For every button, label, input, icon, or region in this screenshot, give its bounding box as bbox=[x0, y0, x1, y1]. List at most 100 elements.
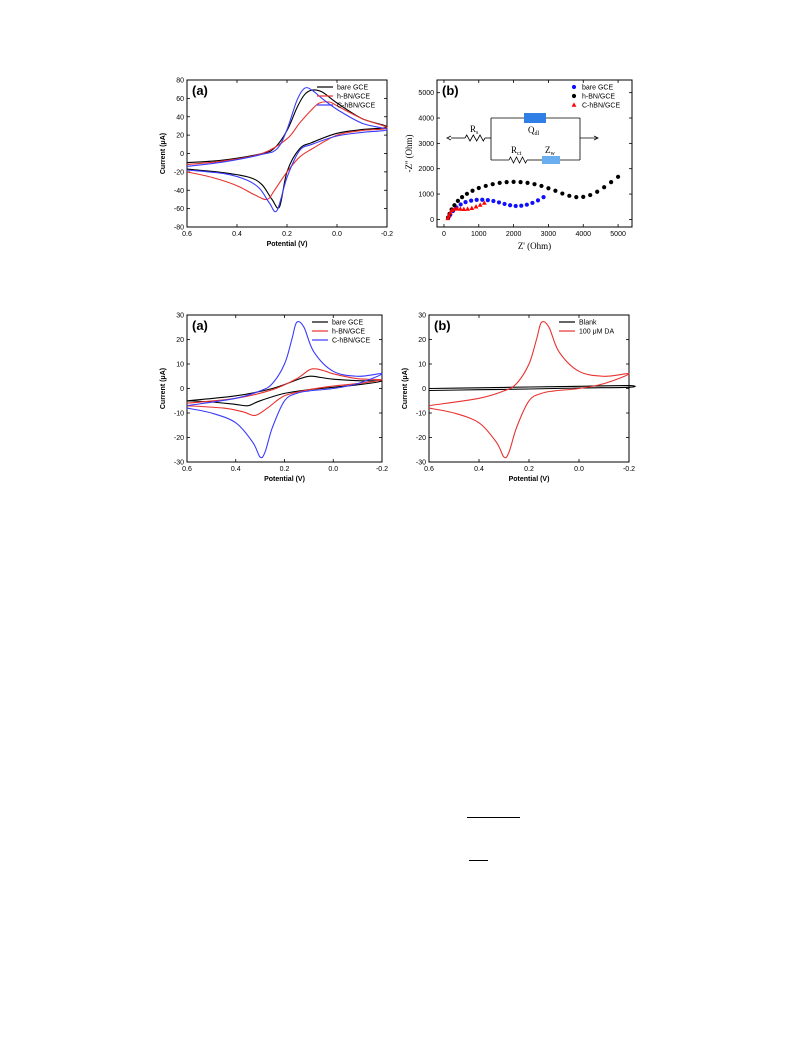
y-tick-label: 60 bbox=[176, 96, 184, 103]
data-point-0 bbox=[485, 198, 490, 203]
data-point-1 bbox=[511, 179, 516, 184]
y-tick-label: 0 bbox=[422, 386, 426, 393]
legend-label: h-BN/GCE bbox=[332, 329, 365, 336]
x-tick-label: 2000 bbox=[506, 231, 522, 238]
label-zw: Zw bbox=[545, 145, 556, 157]
legend-label: bare GCE bbox=[332, 320, 363, 327]
x-tick-label: 0.6 bbox=[182, 231, 192, 238]
data-point-0 bbox=[469, 198, 474, 203]
y-tick-label: 0 bbox=[180, 151, 184, 158]
panel-label: (a) bbox=[192, 318, 208, 333]
data-point-1 bbox=[459, 194, 465, 200]
data-point-2 bbox=[469, 205, 475, 211]
y-tick-label: 20 bbox=[176, 337, 184, 344]
data-point-2 bbox=[473, 204, 479, 209]
chart-f2a: 0.6 0.4 0.2 0.0 -0.2 -30 -20 -10 0 10 20 30 Potentia… bbox=[160, 313, 388, 484]
x-tick-label: 0.2 bbox=[282, 231, 292, 238]
x-axis-label: Z' (Ohm) bbox=[518, 241, 551, 251]
y-tick-label: -40 bbox=[174, 188, 184, 195]
y-tick-label: 10 bbox=[418, 362, 426, 369]
legend-label: h-BN/GCE bbox=[337, 94, 370, 101]
x-tick-label: 0.6 bbox=[182, 466, 192, 473]
series-line-1 bbox=[186, 101, 388, 201]
x-tick-label: 0.0 bbox=[574, 466, 584, 473]
x-tick-label: -0.2 bbox=[623, 466, 635, 473]
y-tick-label: 1000 bbox=[418, 192, 434, 199]
x-tick-label: 0.4 bbox=[231, 466, 241, 473]
y-tick-label: 4000 bbox=[418, 116, 434, 123]
data-point-0 bbox=[491, 198, 496, 204]
legend-label: bare GCE bbox=[582, 85, 613, 92]
data-point-0 bbox=[513, 203, 518, 209]
data-point-1 bbox=[609, 180, 614, 185]
x-tick-label: 0.0 bbox=[328, 466, 338, 473]
data-point-0 bbox=[519, 203, 524, 208]
series-line-2 bbox=[186, 321, 383, 459]
x-tick-label: -0.2 bbox=[376, 466, 388, 473]
x-tick-label: 5000 bbox=[610, 231, 626, 238]
legend-label: C-hBN/GCE bbox=[332, 338, 370, 345]
x-tick-label: 1000 bbox=[471, 231, 487, 238]
y-tick-label: 2000 bbox=[418, 166, 434, 173]
cpe-element bbox=[524, 113, 546, 123]
figure-1: 0.6 0.4 0.2 0.0 -0.2 -80 -60 -40 -20 0 20 40 60 80 Pot… bbox=[160, 78, 633, 251]
data-point-1 bbox=[532, 182, 537, 187]
series-line-2 bbox=[186, 87, 388, 213]
y-tick-label: 30 bbox=[176, 313, 184, 320]
fraction-bar-2 bbox=[469, 860, 488, 861]
legend-label: C-hBN/GCE bbox=[337, 103, 375, 110]
y-tick-label: -20 bbox=[174, 435, 184, 442]
y-tick-label: 5000 bbox=[418, 90, 434, 97]
y-axis-label: Current (μA) bbox=[160, 133, 167, 174]
circuit-arrow bbox=[593, 135, 599, 141]
y-axis-label: -Z'' (Ohm) bbox=[404, 135, 414, 173]
legend-label: h-BN/GCE bbox=[582, 94, 615, 101]
data-point-1 bbox=[588, 192, 593, 198]
data-point-0 bbox=[463, 200, 468, 205]
data-point-2 bbox=[481, 200, 487, 205]
y-tick-label: -30 bbox=[174, 460, 184, 467]
data-point-0 bbox=[480, 197, 485, 202]
data-point-1 bbox=[560, 191, 565, 196]
data-point-1 bbox=[504, 180, 509, 185]
y-axis-label: Current (μA) bbox=[402, 368, 409, 409]
legend-label: 100 μM DA bbox=[579, 329, 614, 336]
data-point-1 bbox=[539, 183, 544, 189]
resistor-symbol bbox=[508, 156, 528, 164]
y-tick-label: -20 bbox=[416, 435, 426, 442]
y-tick-label: -10 bbox=[174, 411, 184, 418]
y-tick-label: 20 bbox=[418, 337, 426, 344]
x-axis-label: Potential (V) bbox=[509, 476, 550, 483]
data-point-2 bbox=[461, 206, 467, 212]
data-point-1 bbox=[602, 185, 607, 190]
data-point-0 bbox=[474, 197, 479, 202]
series-line-0 bbox=[186, 89, 388, 209]
y-tick-label: -30 bbox=[416, 460, 426, 467]
data-point-1 bbox=[455, 198, 460, 203]
data-point-1 bbox=[452, 203, 457, 208]
y-tick-label: 10 bbox=[176, 362, 184, 369]
x-tick-label: 0.4 bbox=[474, 466, 484, 473]
x-tick-label: 0.2 bbox=[280, 466, 290, 473]
x-tick-label: 0.2 bbox=[524, 466, 534, 473]
data-point-2 bbox=[477, 202, 483, 207]
data-point-2 bbox=[446, 213, 452, 218]
equivalent-circuit: Rs Qdl Rct Zw bbox=[446, 113, 599, 164]
label-rct: Rct bbox=[511, 145, 522, 157]
data-point-1 bbox=[518, 180, 523, 185]
x-tick-label: 3000 bbox=[541, 231, 557, 238]
plot-frame bbox=[436, 79, 633, 228]
y-tick-label: 20 bbox=[176, 133, 184, 140]
data-point-1 bbox=[525, 180, 530, 185]
data-point-0 bbox=[530, 200, 535, 206]
y-axis-label: Current (μA) bbox=[160, 368, 167, 409]
panel-label: (b) bbox=[442, 83, 459, 98]
data-point-2 bbox=[445, 215, 451, 221]
data-point-1 bbox=[483, 183, 488, 189]
x-tick-label: 0.4 bbox=[232, 231, 242, 238]
x-tick-label: -0.2 bbox=[381, 231, 393, 238]
data-point-2 bbox=[447, 210, 453, 215]
y-tick-label: -80 bbox=[174, 225, 184, 232]
legend-label: bare GCE bbox=[337, 85, 368, 92]
